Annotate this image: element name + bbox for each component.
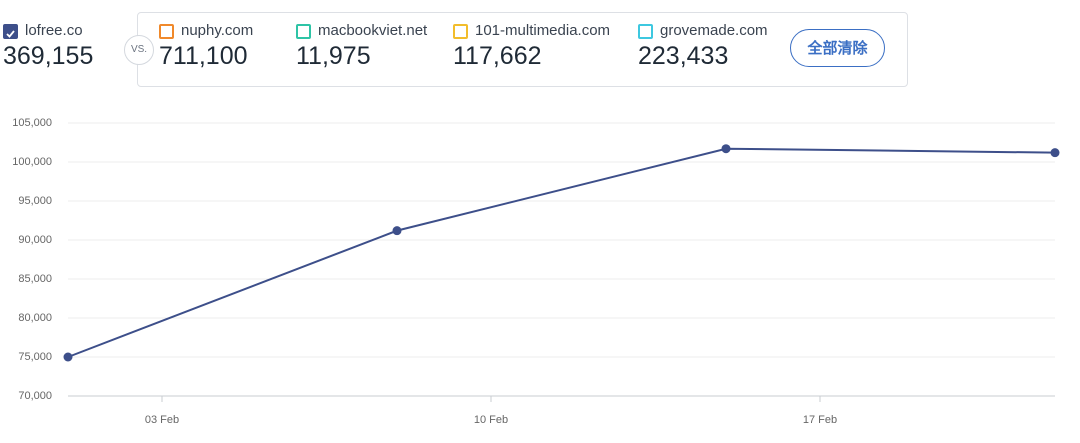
x-tick-label: 03 Feb <box>145 414 179 426</box>
site-item: macbookviet.net 11,975 <box>296 22 427 71</box>
y-tick-label: 105,000 <box>12 117 52 129</box>
data-point <box>721 144 731 154</box>
checkbox[interactable] <box>638 24 653 39</box>
site-item: nuphy.com 711,100 <box>159 22 253 71</box>
y-tick-label: 85,000 <box>18 273 52 285</box>
checkbox[interactable] <box>3 24 18 39</box>
site-item: grovemade.com 223,433 <box>638 22 768 71</box>
site-item: 101-multimedia.com 117,662 <box>453 22 610 71</box>
site-name: 101-multimedia.com <box>453 22 610 40</box>
vs-badge: VS. <box>124 35 154 65</box>
site-item: lofree.co 369,155 <box>3 22 93 71</box>
series-line <box>67 147 1056 358</box>
site-value: 369,155 <box>3 42 94 70</box>
clear-button[interactable]: 全部清除 <box>790 29 885 67</box>
x-tick-label: 17 Feb <box>803 414 837 426</box>
site-value: 117,662 <box>453 42 542 70</box>
y-tick-label: 75,000 <box>18 351 52 363</box>
site-value: 711,100 <box>159 42 248 70</box>
site-name: nuphy.com <box>159 22 253 40</box>
y-tick-label: 100,000 <box>12 156 52 168</box>
site-value: 11,975 <box>296 42 371 70</box>
y-tick-label: 95,000 <box>18 195 52 207</box>
checkbox[interactable] <box>453 24 468 39</box>
site-name: grovemade.com <box>638 22 768 40</box>
site-name: macbookviet.net <box>296 22 427 40</box>
x-tick-label: 10 Feb <box>474 414 508 426</box>
y-tick-label: 70,000 <box>18 390 52 402</box>
checkbox[interactable] <box>159 24 174 39</box>
y-tick-label: 80,000 <box>18 312 52 324</box>
data-point <box>1050 148 1060 158</box>
data-point <box>392 226 402 236</box>
site-value: 223,433 <box>638 42 729 70</box>
site-name: lofree.co <box>3 22 93 40</box>
checkbox[interactable] <box>296 24 311 39</box>
data-point <box>63 352 73 362</box>
y-tick-label: 90,000 <box>18 234 52 246</box>
